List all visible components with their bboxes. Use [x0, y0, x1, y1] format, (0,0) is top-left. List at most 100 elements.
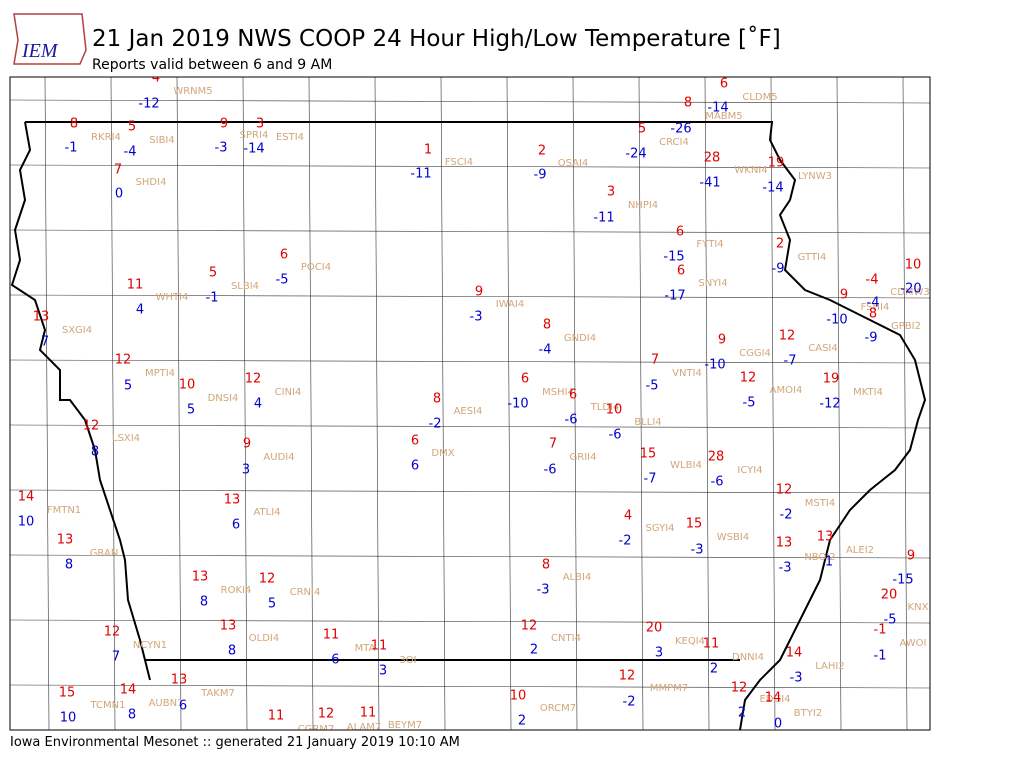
high-temp: 5 [638, 122, 646, 137]
logo-text: IEM [21, 40, 59, 62]
station-id: ALEI2 [846, 545, 874, 556]
station-id: ROKI4 [221, 585, 252, 596]
high-temp: 28 [704, 151, 721, 166]
low-temp: -10 [826, 313, 847, 328]
high-temp: 5 [128, 120, 136, 135]
low-temp: -3 [691, 543, 704, 558]
high-temp: 28 [708, 450, 725, 465]
high-temp: 7 [651, 353, 659, 368]
high-temp: 8 [869, 307, 877, 322]
high-temp: -1 [874, 623, 887, 638]
low-temp: -12 [138, 97, 159, 112]
low-temp: -14 [707, 101, 728, 116]
low-temp: 5 [268, 597, 276, 612]
low-temp: -6 [565, 413, 578, 428]
station-id: BEYM7 [388, 720, 422, 731]
station-id: SLBI4 [231, 281, 259, 292]
high-temp: 13 [171, 673, 188, 688]
low-temp: 2 [530, 643, 538, 658]
station-id: SPRI4 [240, 130, 269, 141]
high-temp: 8 [684, 96, 692, 111]
county-line [10, 489, 930, 494]
station-id: SHDI4 [136, 177, 167, 188]
low-temp: -6 [711, 475, 724, 490]
low-temp: -9 [534, 168, 547, 183]
high-temp: 6 [569, 388, 577, 403]
high-temp: 14 [120, 683, 137, 698]
low-temp: 8 [91, 445, 99, 460]
county-line [836, 77, 842, 730]
low-temp: 7 [112, 650, 120, 665]
high-temp: 12 [259, 572, 276, 587]
station-id: IWAI4 [496, 299, 524, 310]
high-temp: 10 [179, 378, 196, 393]
state-border [25, 121, 927, 730]
station-id: DNNI4 [732, 652, 764, 663]
low-temp: -2 [623, 695, 636, 710]
high-temp: 13 [192, 570, 209, 585]
high-temp: 6 [521, 372, 529, 387]
station-id: CRNI4 [290, 587, 321, 598]
high-temp: 13 [817, 530, 834, 545]
high-temp: 10 [905, 258, 922, 273]
high-temp: 14 [18, 490, 35, 505]
high-temp: 15 [59, 686, 76, 701]
low-temp: -14 [243, 142, 264, 157]
station-id: KEQI4 [675, 636, 705, 647]
station-id: OLDI4 [249, 633, 279, 644]
low-temp: 0 [115, 187, 123, 202]
high-temp: 8 [542, 558, 550, 573]
high-temp: 15 [640, 447, 657, 462]
station-id: GRAN [90, 548, 119, 559]
high-temp: -4 [866, 273, 879, 288]
high-temp: 9 [718, 333, 726, 348]
low-temp: 10 [60, 711, 77, 726]
station-id: GTTI4 [798, 252, 827, 263]
station-id: LYNW3 [798, 171, 832, 182]
low-temp: -6 [327, 653, 340, 668]
high-temp: 13 [57, 533, 74, 548]
high-temp: 19 [823, 372, 840, 387]
station-id: WLBI4 [670, 460, 702, 471]
low-temp: 2 [738, 706, 746, 721]
low-temp: -4 [539, 343, 552, 358]
high-temp: 12 [115, 353, 132, 368]
low-temp: 5 [187, 403, 195, 418]
high-temp: 11 [360, 706, 377, 721]
high-temp: 12 [776, 483, 793, 498]
high-temp: 11 [703, 637, 720, 652]
station-id: MMPM7 [650, 683, 688, 694]
low-temp: 4 [136, 303, 144, 318]
low-temp: 6 [411, 459, 419, 474]
station-id: RKRI4 [91, 132, 121, 143]
station-id: POCI4 [301, 262, 331, 273]
county-line [10, 619, 930, 624]
station-id: CRCI4 [659, 137, 689, 148]
low-temp: -41 [699, 176, 720, 191]
low-temp: -14 [762, 181, 783, 196]
high-temp: 12 [318, 707, 335, 722]
low-temp: -4 [867, 296, 880, 311]
station-id: NHPI4 [628, 200, 658, 211]
county-line [704, 77, 710, 730]
station-id: FYTI4 [696, 239, 723, 250]
station-id: SGYI4 [645, 523, 674, 534]
station-id: MSHI4 [542, 387, 574, 398]
station-id: SIBI4 [149, 135, 174, 146]
high-temp: 12 [104, 625, 121, 640]
low-temp: 4 [254, 397, 262, 412]
station-id: EDGI4 [759, 694, 790, 705]
low-temp: -11 [410, 167, 431, 182]
station-id: MKTI4 [853, 387, 883, 398]
high-temp: 7 [549, 437, 557, 452]
low-temp: 7 [41, 335, 49, 350]
station-id: DMX [431, 448, 454, 459]
county-line [10, 99, 930, 104]
station-id: WKNI4 [734, 165, 767, 176]
county-line [10, 229, 930, 234]
high-temp: 11 [268, 709, 285, 724]
station-id: CASI4 [808, 343, 837, 354]
station-id: ALAM7 [347, 722, 381, 733]
station-id: NCYN1 [133, 640, 167, 651]
station-id: GRII4 [570, 452, 597, 463]
